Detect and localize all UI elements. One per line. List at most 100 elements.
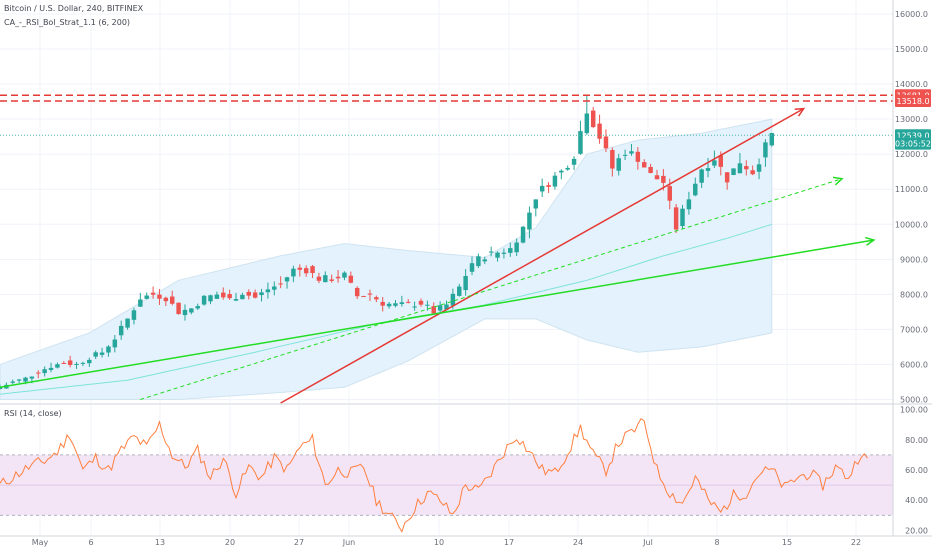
time-axis[interactable]: May 6 13 20 27 Jun 10 17 24 Jul 8 15 22 bbox=[32, 538, 861, 547]
candle-body bbox=[386, 303, 392, 307]
candle-body bbox=[221, 292, 226, 298]
price-badge-label: 12539.0 bbox=[896, 131, 929, 140]
candle bbox=[501, 248, 507, 259]
candle-body bbox=[431, 306, 436, 314]
candle-body bbox=[546, 185, 551, 187]
candle bbox=[578, 120, 583, 155]
candle bbox=[673, 204, 679, 234]
price-tick-label: 16000.0 bbox=[895, 10, 928, 19]
candle-body bbox=[80, 362, 86, 364]
candle bbox=[131, 307, 137, 325]
rsi-axis[interactable]: 100.00 80.00 60.00 40.00 20.00 bbox=[900, 406, 928, 536]
candle bbox=[437, 301, 443, 313]
candle bbox=[144, 292, 149, 300]
candle-body bbox=[125, 318, 130, 328]
candle bbox=[150, 286, 156, 299]
candle-body bbox=[99, 352, 105, 355]
candle-body bbox=[374, 297, 379, 300]
price-axis[interactable]: 16000.0 15000.0 14000.0 13000.0 12000.0 11000… bbox=[895, 10, 931, 404]
candle bbox=[654, 169, 660, 180]
candle-body bbox=[329, 279, 334, 281]
candle bbox=[482, 256, 488, 265]
candle-body bbox=[118, 325, 124, 336]
price-tick-label: 15000.0 bbox=[895, 45, 928, 54]
candle-body bbox=[10, 381, 15, 383]
candle-body bbox=[367, 293, 373, 295]
candle bbox=[405, 299, 411, 304]
candle bbox=[16, 379, 22, 384]
candle-body bbox=[520, 226, 526, 243]
candle bbox=[431, 302, 436, 315]
time-tick-label: 10 bbox=[434, 538, 444, 547]
candle bbox=[629, 143, 634, 156]
candle-body bbox=[501, 252, 507, 254]
candle bbox=[99, 347, 105, 358]
candle bbox=[284, 276, 290, 289]
candle bbox=[118, 320, 124, 340]
candle bbox=[240, 292, 245, 300]
candle-body bbox=[539, 185, 545, 192]
candle bbox=[648, 163, 653, 174]
candle bbox=[182, 304, 188, 321]
candle-body bbox=[533, 199, 539, 209]
candle bbox=[169, 290, 175, 306]
candle-body bbox=[763, 142, 768, 158]
candle bbox=[157, 289, 162, 305]
candle-body bbox=[55, 364, 60, 368]
candle-body bbox=[680, 208, 685, 227]
candle bbox=[252, 289, 258, 299]
candle bbox=[508, 242, 513, 257]
candle-body bbox=[635, 151, 641, 162]
candle bbox=[527, 206, 532, 239]
candle bbox=[329, 274, 334, 283]
candle bbox=[342, 271, 347, 281]
candle bbox=[533, 199, 539, 217]
green-trendline bbox=[0, 236, 876, 388]
symbol-title: Bitcoin / U.S. Dollar, 240, BITFINEX bbox=[4, 4, 144, 13]
candle-body bbox=[750, 170, 755, 175]
candle bbox=[323, 271, 328, 283]
candle-body bbox=[437, 305, 443, 311]
candle-body bbox=[686, 199, 692, 210]
candle bbox=[444, 300, 449, 311]
candle-body bbox=[508, 248, 513, 253]
candle bbox=[310, 264, 315, 279]
candle bbox=[36, 370, 41, 379]
candle bbox=[112, 334, 118, 353]
arrow-head bbox=[794, 107, 806, 117]
candle bbox=[597, 114, 602, 144]
candle bbox=[565, 165, 570, 171]
candle bbox=[316, 272, 322, 284]
price-tick-label: 11000.0 bbox=[895, 185, 928, 194]
time-tick-label: 6 bbox=[88, 538, 93, 547]
candle bbox=[335, 270, 341, 283]
rsi-pane[interactable] bbox=[0, 405, 893, 535]
rsi-label: RSI (14, close) bbox=[4, 409, 62, 418]
candle bbox=[571, 156, 577, 171]
candle bbox=[214, 291, 220, 299]
time-tick-label: 20 bbox=[225, 538, 235, 547]
candle bbox=[195, 303, 200, 311]
candle-body bbox=[169, 296, 175, 304]
candle bbox=[603, 129, 609, 153]
candle-body bbox=[303, 268, 309, 274]
candle bbox=[425, 300, 430, 311]
time-tick-label: Jul bbox=[642, 538, 653, 547]
candle bbox=[106, 345, 111, 357]
candle bbox=[259, 288, 264, 302]
candle bbox=[590, 106, 596, 129]
candle-body bbox=[144, 295, 149, 299]
candle-body bbox=[737, 163, 743, 174]
candle bbox=[635, 147, 641, 170]
candle bbox=[386, 301, 392, 309]
candle bbox=[201, 294, 207, 306]
time-tick-label: 15 bbox=[782, 538, 792, 547]
candle bbox=[616, 153, 621, 176]
candle-body bbox=[495, 252, 500, 258]
candle bbox=[705, 157, 711, 178]
green-dashed-trendline bbox=[140, 176, 844, 400]
price-pane[interactable] bbox=[0, 0, 893, 404]
candle-body bbox=[201, 295, 207, 305]
candle-body bbox=[450, 293, 456, 306]
